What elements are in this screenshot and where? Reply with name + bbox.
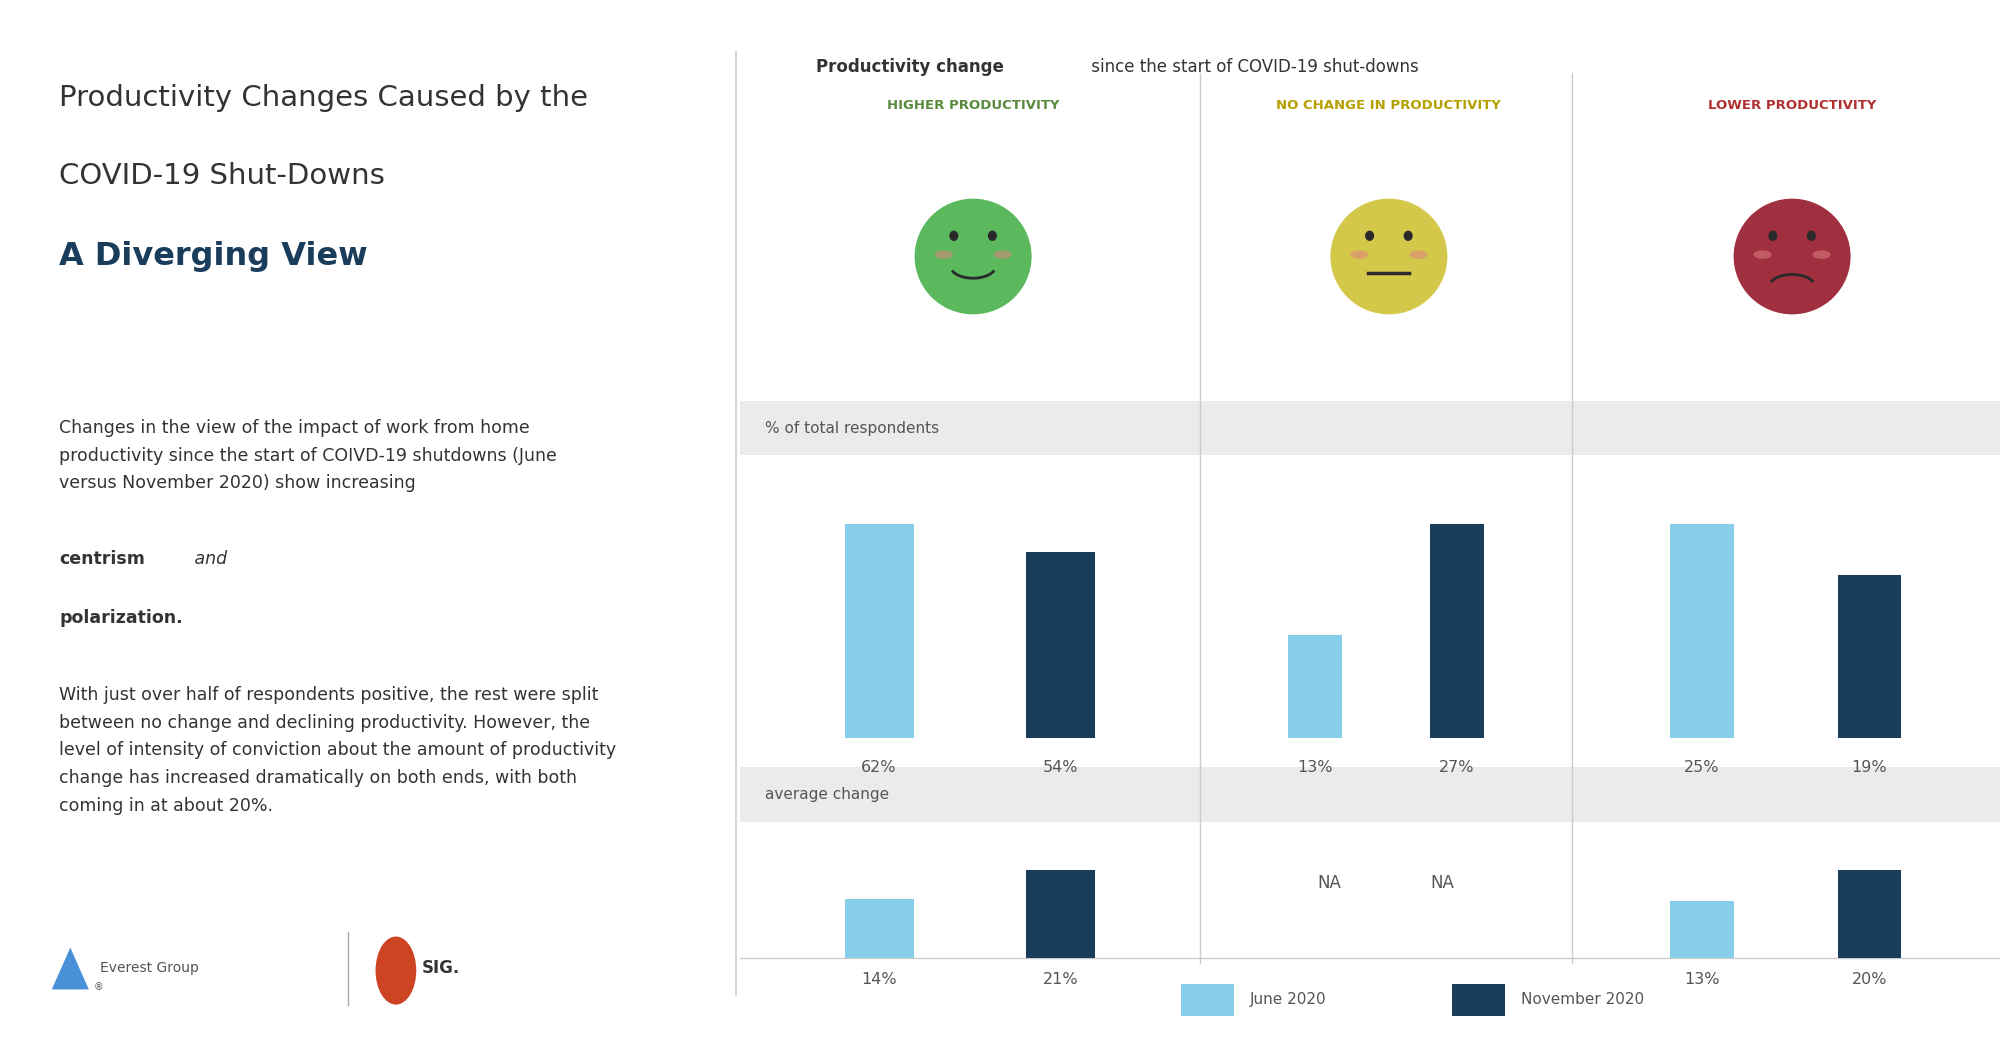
Text: NA: NA xyxy=(1430,874,1454,892)
Text: average change: average change xyxy=(766,787,890,802)
Bar xyxy=(1026,870,1096,958)
Ellipse shape xyxy=(1404,230,1412,241)
Text: 14%: 14% xyxy=(862,972,896,987)
FancyBboxPatch shape xyxy=(740,401,2000,455)
Ellipse shape xyxy=(1812,250,1830,259)
Text: Changes in the view of the impact of work from home
productivity since the start: Changes in the view of the impact of wor… xyxy=(60,419,558,492)
Text: Productivity Changes Caused by the: Productivity Changes Caused by the xyxy=(60,84,588,112)
Text: NA: NA xyxy=(1318,874,1342,892)
Ellipse shape xyxy=(950,230,958,241)
Text: ®: ® xyxy=(94,982,104,993)
Ellipse shape xyxy=(1732,198,1852,315)
Ellipse shape xyxy=(1366,230,1374,241)
Bar xyxy=(1838,576,1902,738)
Ellipse shape xyxy=(934,250,952,259)
Bar xyxy=(1452,984,1504,1016)
Text: polarization.: polarization. xyxy=(60,609,182,627)
Ellipse shape xyxy=(376,936,416,1005)
Text: 13%: 13% xyxy=(1298,759,1332,775)
Text: June 2020: June 2020 xyxy=(1250,993,1326,1007)
Text: Everest Group: Everest Group xyxy=(100,961,198,976)
Text: NO CHANGE IN PRODUCTIVITY: NO CHANGE IN PRODUCTIVITY xyxy=(1276,99,1502,112)
Text: COVID-19 Shut-Downs: COVID-19 Shut-Downs xyxy=(60,162,386,191)
Text: and: and xyxy=(188,550,226,567)
Bar xyxy=(1026,552,1096,738)
Text: HIGHER PRODUCTIVITY: HIGHER PRODUCTIVITY xyxy=(886,99,1060,112)
Ellipse shape xyxy=(994,250,1012,259)
Polygon shape xyxy=(52,948,88,989)
Text: 54%: 54% xyxy=(1044,759,1078,775)
Text: 21%: 21% xyxy=(1044,972,1078,987)
Ellipse shape xyxy=(1768,230,1778,241)
Text: % of total respondents: % of total respondents xyxy=(766,421,940,436)
Text: November 2020: November 2020 xyxy=(1522,993,1644,1007)
Text: 27%: 27% xyxy=(1438,759,1474,775)
Ellipse shape xyxy=(988,230,996,241)
Text: LOWER PRODUCTIVITY: LOWER PRODUCTIVITY xyxy=(1708,99,1876,112)
Text: 62%: 62% xyxy=(862,759,896,775)
Bar xyxy=(1838,870,1902,958)
Text: A Diverging View: A Diverging View xyxy=(60,241,368,272)
Text: since the start of COVID-19 shut-downs: since the start of COVID-19 shut-downs xyxy=(1086,58,1420,75)
Ellipse shape xyxy=(1754,250,1772,259)
Bar xyxy=(844,899,914,958)
Bar xyxy=(1430,524,1484,738)
Bar xyxy=(1180,984,1234,1016)
Ellipse shape xyxy=(1806,230,1816,241)
Ellipse shape xyxy=(914,198,1032,315)
Text: 19%: 19% xyxy=(1852,759,1888,775)
Ellipse shape xyxy=(1410,250,1428,259)
FancyBboxPatch shape xyxy=(740,767,2000,822)
Text: SIG.: SIG. xyxy=(422,959,460,978)
Text: 20%: 20% xyxy=(1852,972,1888,987)
Ellipse shape xyxy=(1350,250,1368,259)
Bar xyxy=(1670,524,1734,738)
Text: 13%: 13% xyxy=(1684,972,1720,987)
Text: Productivity change: Productivity change xyxy=(816,58,1004,75)
Ellipse shape xyxy=(1330,198,1448,315)
Text: 25%: 25% xyxy=(1684,759,1720,775)
Text: centrism: centrism xyxy=(60,550,146,567)
Text: With just over half of respondents positive, the rest were split
between no chan: With just over half of respondents posit… xyxy=(60,686,616,815)
Bar xyxy=(1670,900,1734,958)
Bar xyxy=(1288,636,1342,738)
Bar xyxy=(844,524,914,738)
